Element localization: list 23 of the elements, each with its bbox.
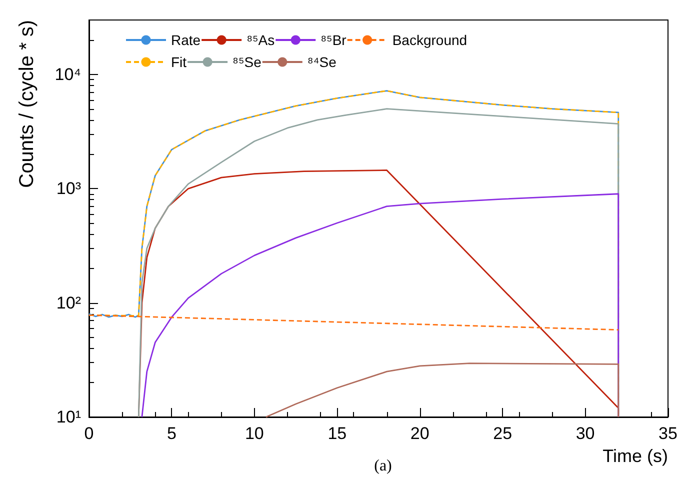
x-tick-label: 25 — [493, 424, 512, 443]
legend-label: ⁸⁵Se — [232, 54, 262, 70]
x-tick-label: 0 — [84, 424, 94, 443]
x-axis-title: Time (s) — [602, 446, 668, 466]
y-axis-title: Counts / (cycle * s) — [16, 20, 38, 188]
x-tick-label: 20 — [410, 424, 430, 443]
x-tick-label: 5 — [166, 424, 176, 443]
text: (a) — [374, 458, 392, 474]
y-tick-label: 10⁴ — [54, 64, 81, 84]
legend-label: Fit — [171, 54, 187, 70]
legend-label: Rate — [171, 32, 201, 48]
line-series — [265, 362, 620, 418]
x-tick-label: 30 — [576, 424, 595, 443]
x-tick-label: 10 — [244, 424, 264, 443]
legend-label: Background — [392, 32, 468, 48]
legend-label: ⁸⁴Se — [307, 54, 337, 70]
y-tick-label: 10¹ — [56, 408, 82, 426]
x-tick-label: 35 — [658, 424, 678, 443]
x-tick-label: 15 — [328, 424, 347, 443]
y-tick-label: 10² — [56, 293, 82, 312]
y-tick-label: 10³ — [56, 179, 82, 198]
legend-label: ⁸⁵As — [246, 32, 275, 48]
legend-label: ⁸⁵Br — [320, 32, 347, 48]
